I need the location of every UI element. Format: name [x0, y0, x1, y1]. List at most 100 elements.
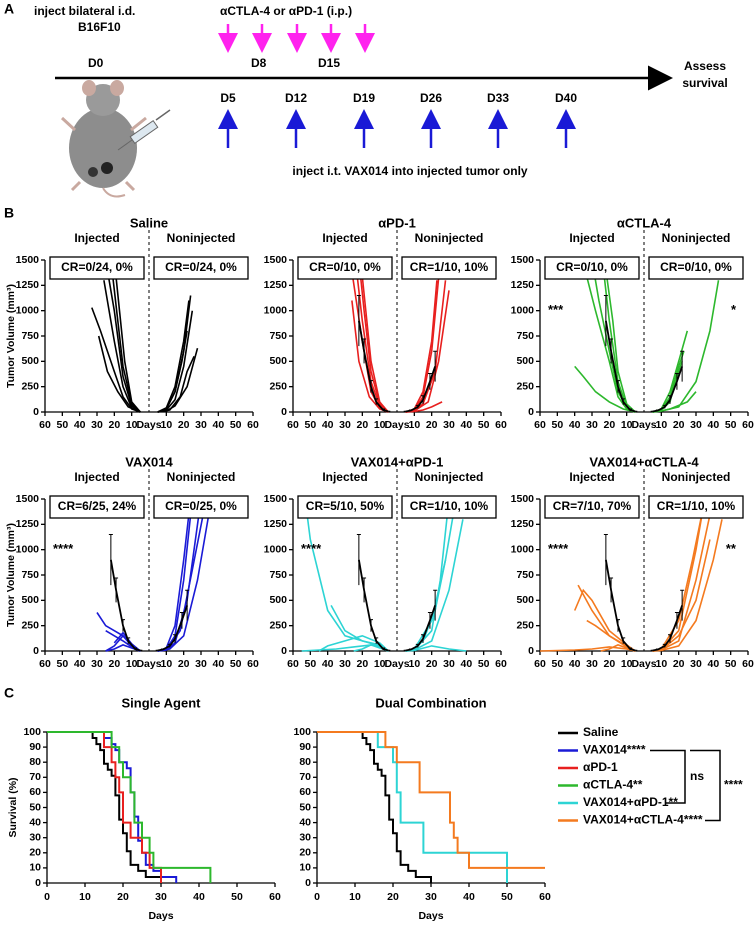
y-tick-label: 750 — [21, 330, 39, 342]
mean-curve — [405, 605, 436, 652]
x-tick-label: 10 — [126, 658, 138, 670]
y-tick-label: 60 — [299, 786, 311, 798]
y-tick-label: 0 — [281, 406, 287, 418]
y-tick-label: 0 — [305, 877, 311, 889]
error-bar — [616, 619, 620, 632]
y-tick-label: 250 — [21, 380, 39, 392]
y-tick-label: 500 — [516, 355, 534, 367]
x-tick-label: 30 — [443, 658, 455, 670]
x-tick-label: 60 — [539, 891, 551, 903]
error-bar — [356, 294, 361, 347]
chart-title: Single Agent — [122, 695, 202, 710]
survival-curve — [47, 731, 212, 883]
cr-label: CR=0/10, 0% — [556, 260, 628, 274]
day-label: D33 — [487, 91, 509, 105]
cr-label: CR=5/10, 50% — [306, 499, 385, 513]
tumor-curve — [573, 588, 636, 652]
cr-label: CR=1/10, 10% — [410, 260, 489, 274]
x-tick-label: 30 — [155, 891, 167, 903]
x-tick-label: 40 — [460, 419, 472, 431]
x-tick-label: 20 — [673, 419, 685, 431]
error-bar — [621, 398, 626, 405]
tumor-curve — [157, 508, 211, 652]
error-bar — [609, 338, 614, 364]
y-tick-label: 10 — [299, 862, 311, 874]
tumor-curve — [304, 498, 389, 652]
cr-box — [153, 256, 249, 280]
cr-box — [648, 256, 744, 280]
x-tick-label: 40 — [74, 658, 86, 670]
bracket — [650, 749, 686, 804]
x-tick-label: 50 — [231, 891, 243, 903]
significance: **** — [53, 541, 74, 556]
survival-curve — [47, 731, 162, 883]
y-tick-label: 500 — [21, 594, 39, 606]
x-tick-label: 40 — [212, 419, 224, 431]
x-tick-label: 40 — [193, 891, 205, 903]
timeline-text: inject i.t. VAX014 into injected tumor o… — [292, 164, 527, 178]
error-bar — [374, 398, 379, 405]
error-bar — [433, 589, 438, 621]
tumor-curve — [405, 508, 455, 652]
timeline-text: αCTLA-4 or αPD-1 (i.p.) — [220, 4, 352, 18]
day-label: D8 — [251, 56, 267, 70]
day-label: D40 — [555, 91, 577, 105]
error-bar — [662, 404, 667, 409]
cr-box — [401, 495, 497, 519]
x-axis-label: Days — [631, 658, 656, 670]
x-tick-label: 10 — [621, 658, 633, 670]
y-tick-label: 100 — [293, 726, 311, 738]
x-tick-label: 30 — [339, 419, 351, 431]
mean-curve — [358, 320, 389, 413]
cr-label: CR=0/24, 0% — [165, 260, 237, 274]
y-tick-label: 50 — [29, 801, 41, 813]
error-bar — [680, 350, 685, 382]
y-tick-label: 0 — [528, 406, 534, 418]
x-tick-label: 40 — [463, 891, 475, 903]
x-tick-label: 10 — [349, 891, 361, 903]
x-tick-label: 40 — [569, 419, 581, 431]
tumor-curve — [157, 498, 194, 652]
y-tick-label: 750 — [269, 569, 287, 581]
tumor-curve — [157, 330, 188, 413]
x-tick-label: 50 — [501, 891, 513, 903]
y-tick-label: 750 — [269, 330, 287, 342]
x-tick-label: 40 — [707, 658, 719, 670]
x-tick-label: 20 — [603, 658, 615, 670]
chart-title: αCTLA-4 — [617, 215, 672, 230]
error-bar — [668, 634, 672, 643]
chart-title: VAX014+αCTLA-4 — [589, 454, 699, 469]
timeline-text: inject bilateral i.d. — [34, 4, 135, 18]
error-bar — [369, 380, 373, 393]
legend-label: αPD-1 — [583, 760, 618, 774]
y-tick-label: 30 — [29, 831, 41, 843]
end-label: survival — [682, 76, 727, 90]
x-tick-label: 50 — [551, 419, 563, 431]
error-bar — [655, 409, 660, 411]
tumor-curve — [574, 365, 636, 413]
x-tick-label: 20 — [426, 658, 438, 670]
x-tick-label: 20 — [108, 658, 120, 670]
x-tick-label: 60 — [742, 419, 754, 431]
y-tick-label: 70 — [299, 771, 311, 783]
chart-title: αPD-1 — [378, 215, 416, 230]
x-axis-label: Days — [136, 658, 161, 670]
x-tick-label: 60 — [534, 658, 546, 670]
y-tick-label: 1500 — [511, 493, 535, 505]
y-tick-label: 250 — [516, 619, 534, 631]
panel-label: A — [4, 1, 14, 17]
y-tick-label: 1250 — [264, 518, 288, 530]
tumor-curve — [405, 645, 467, 652]
y-tick-label: 40 — [299, 816, 311, 828]
mean-curve — [358, 559, 389, 652]
x-tick-label: 30 — [690, 419, 702, 431]
panel-label: B — [4, 205, 14, 221]
x-tick-label: 20 — [108, 419, 120, 431]
mean-curve — [157, 605, 188, 652]
x-tick-label: 50 — [725, 658, 737, 670]
error-bar — [621, 637, 626, 644]
cr-label: CR=0/10, 0% — [309, 260, 381, 274]
mean-curve — [652, 605, 683, 652]
y-tick-label: 100 — [23, 726, 41, 738]
timeline-text: B16F10 — [78, 20, 121, 34]
